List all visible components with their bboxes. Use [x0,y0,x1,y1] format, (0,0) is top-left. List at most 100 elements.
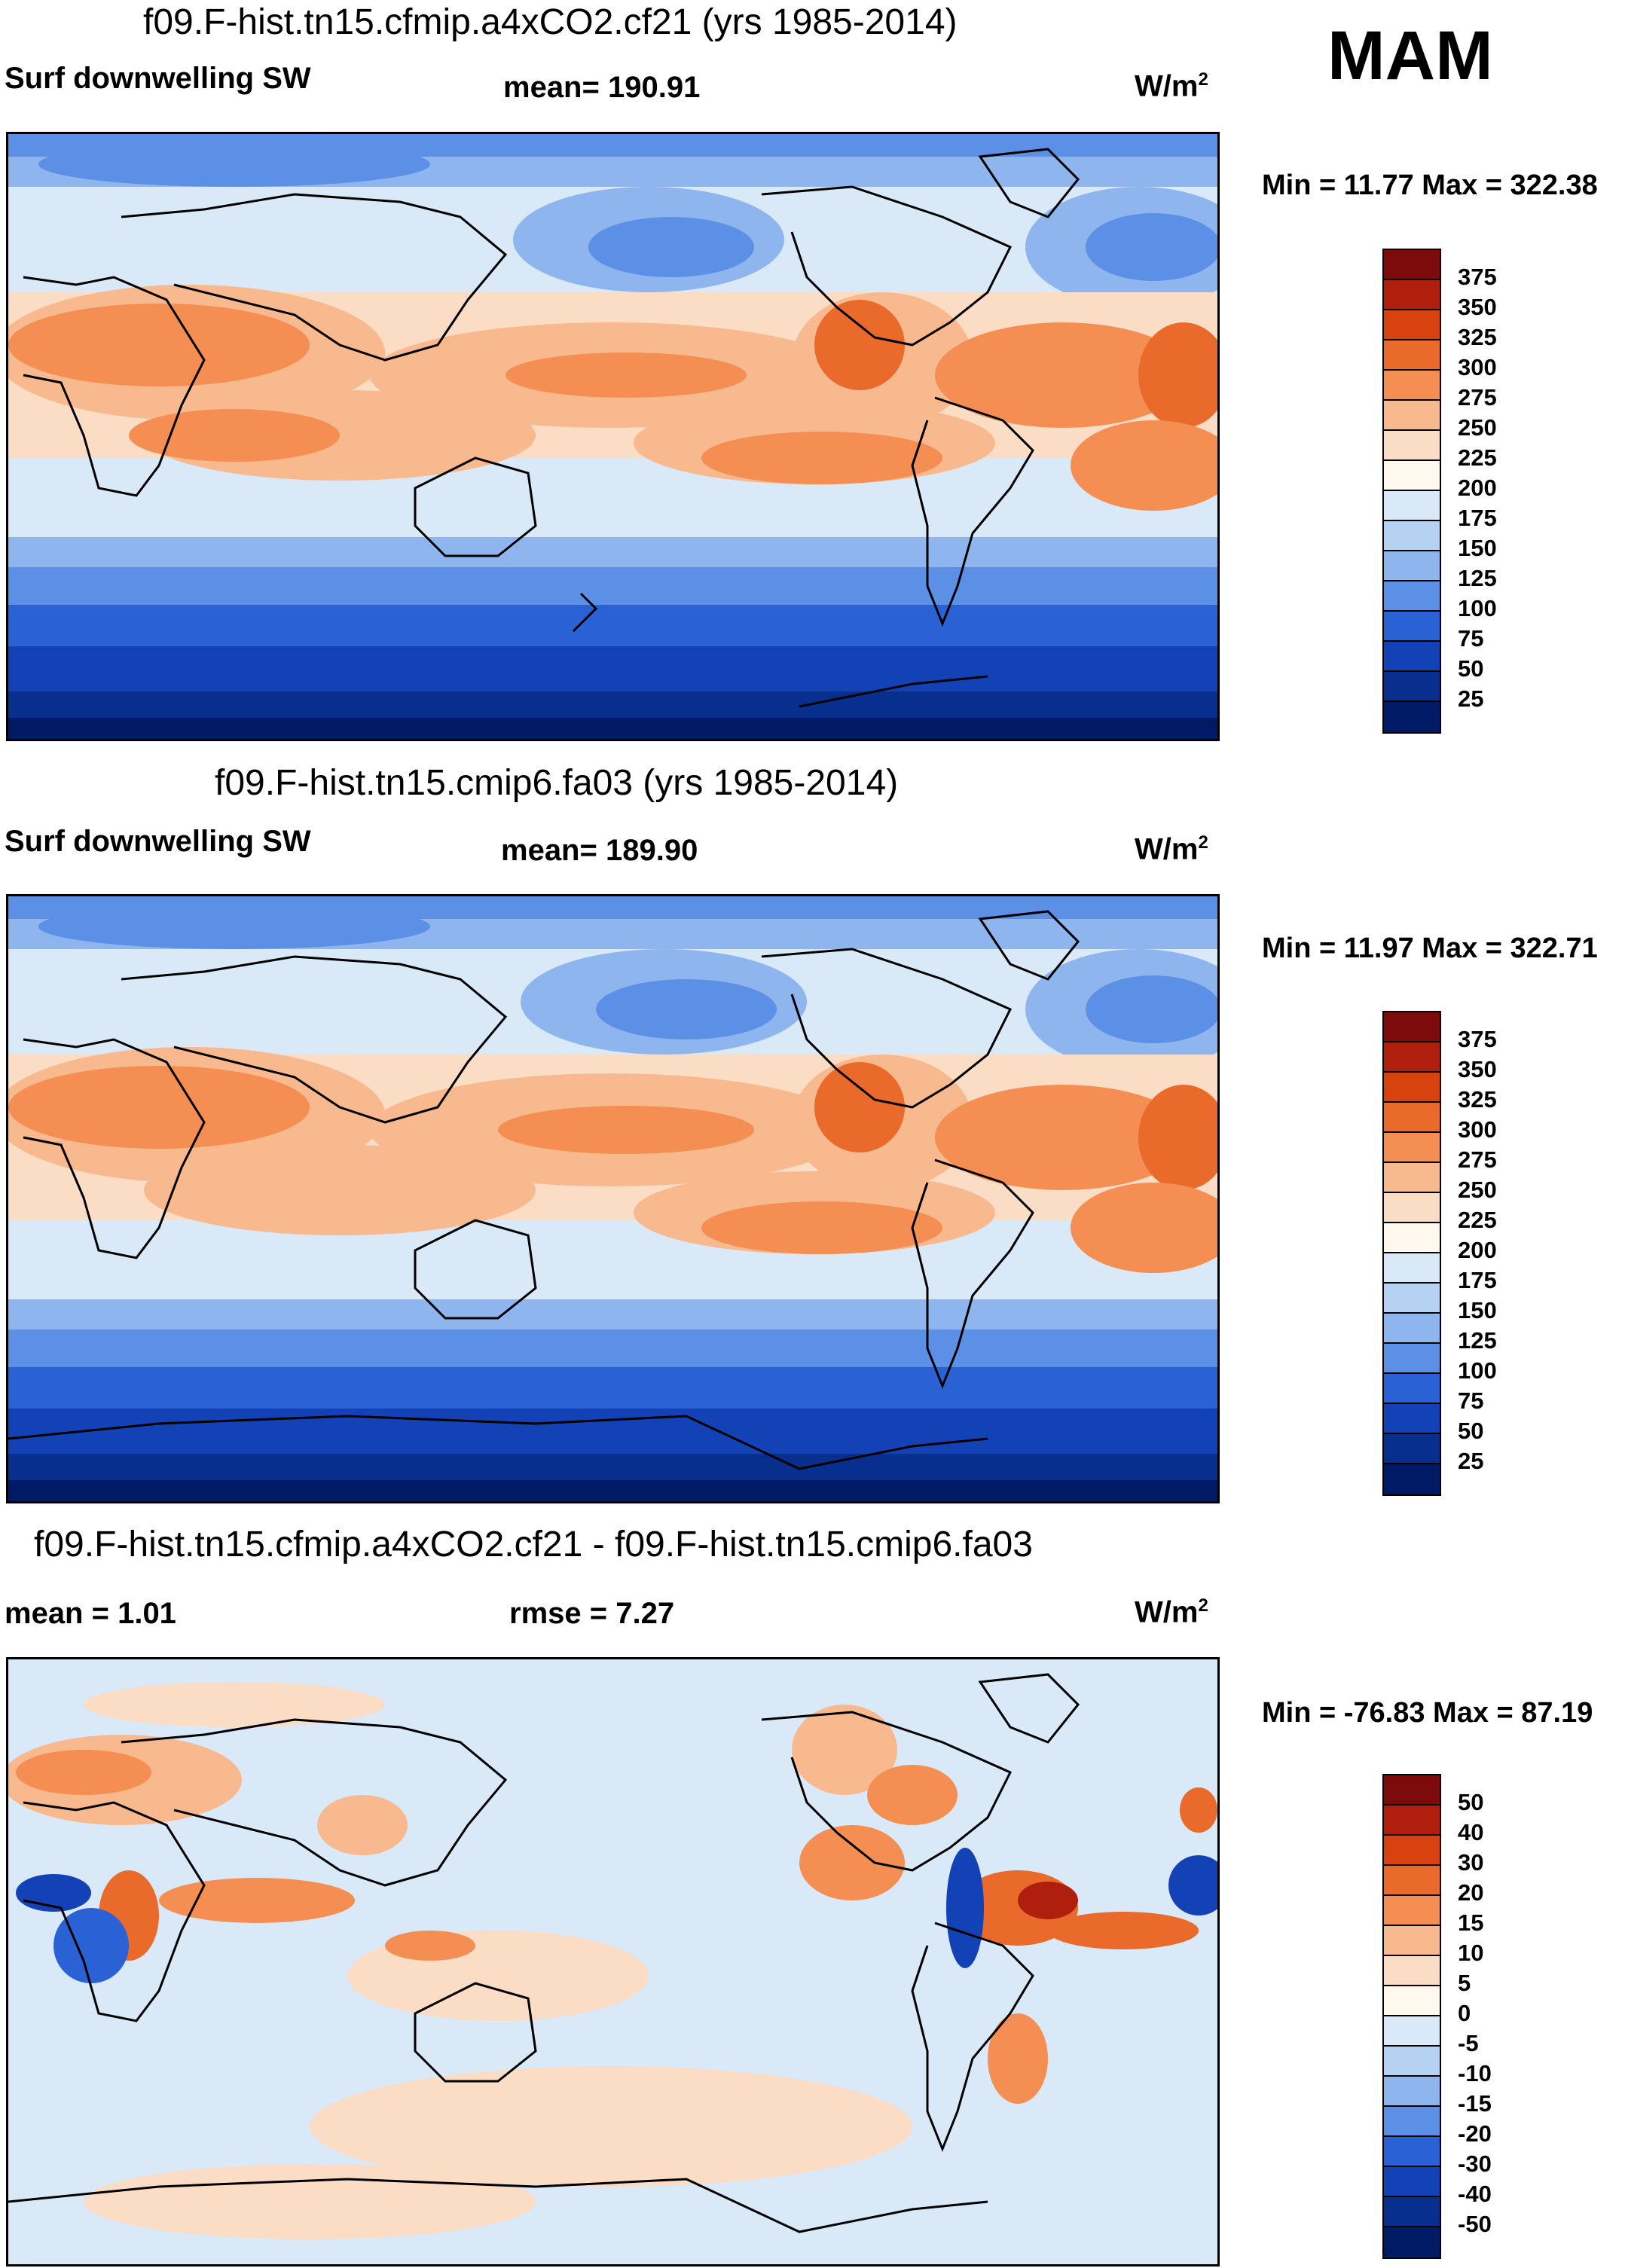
panel1-units: W/m2 [1135,69,1208,103]
colorbar-tick: 250 [1458,414,1497,441]
colorbar-segment [1384,461,1440,491]
colorbar-segment [1384,1253,1440,1284]
colorbar-segment [1384,1133,1440,1163]
colorbar-segment [1384,672,1440,702]
panel3-units: W/m2 [1135,1595,1208,1629]
colorbar-tick: 125 [1458,1327,1497,1354]
colorbar-segment [1384,280,1440,310]
panel1-title: f09.F-hist.tn15.cfmip.a4xCO2.cf21 (yrs 1… [143,2,958,42]
colorbar-tick: 250 [1458,1177,1497,1203]
panel3-colorbar-ticks: 50 40 30 20 15 10 5 0 -5 -10 -15 -20 -30… [1458,1789,1492,2241]
colorbar-segment [1384,1806,1440,1836]
panel2-field-label: Surf downwelling SW [5,825,311,858]
colorbar-segment [1384,1012,1440,1042]
colorbar-tick: 350 [1458,1056,1497,1082]
colorbar-segment [1384,1896,1440,1926]
colorbar-segment [1384,2107,1440,2137]
colorbar-tick: 50 [1458,1789,1484,1815]
panel3-minmax: Min = -76.83 Max = 87.19 [1262,1697,1593,1729]
panel1-minmax: Min = 11.77 Max = 322.38 [1262,169,1598,201]
colorbar-segment [1384,521,1440,551]
colorbar-tick: 30 [1458,1849,1484,1876]
colorbar-tick: -10 [1458,2060,1492,2086]
colorbar-segment [1384,1193,1440,1223]
panel3-mean: mean = 1.01 [5,1597,176,1630]
colorbar-tick: 300 [1458,354,1497,380]
colorbar-tick: 200 [1458,1237,1497,1263]
colorbar-segment [1384,1956,1440,1986]
colorbar-segment [1384,401,1440,431]
colorbar-tick: 100 [1458,1357,1497,1384]
colorbar-segment [1384,1374,1440,1404]
colorbar-tick: 50 [1458,1418,1484,1444]
colorbar-tick: 325 [1458,324,1497,350]
colorbar-tick: -5 [1458,2030,1479,2056]
colorbar-segment [1384,612,1440,642]
colorbar-segment [1384,1836,1440,1866]
panel2-minmax: Min = 11.97 Max = 322.71 [1262,933,1598,964]
colorbar-tick: 200 [1458,475,1497,501]
colorbar-segment [1384,371,1440,401]
colorbar-segment [1384,581,1440,612]
colorbar-tick: 150 [1458,535,1497,561]
colorbar-tick: 175 [1458,505,1497,531]
panel1-colorbar [1382,249,1441,734]
panel2-title: f09.F-hist.tn15.cmip6.fa03 (yrs 1985-201… [215,763,899,803]
colorbar-tick: 10 [1458,1940,1484,1966]
colorbar-tick: 25 [1458,1448,1484,1474]
colorbar-tick: -50 [1458,2211,1492,2237]
panel1-field-label: Surf downwelling SW [5,62,311,95]
colorbar-tick: 25 [1458,685,1484,712]
panel2-mean: mean= 189.90 [501,834,698,867]
colorbar-segment [1384,1434,1440,1464]
colorbar-segment [1384,1866,1440,1896]
colorbar-tick: 40 [1458,1819,1484,1845]
colorbar-tick: 100 [1458,595,1497,621]
colorbar-segment [1384,1284,1440,1314]
colorbar-segment [1384,2016,1440,2047]
colorbar-segment [1384,1042,1440,1073]
panel1-map [6,132,1220,741]
colorbar-tick: 5 [1458,1970,1471,1996]
panel1-mean: mean= 190.91 [503,71,701,104]
colorbar-tick: 275 [1458,384,1497,411]
panel1-colorbar-ticks: 375 350 325 300 275 250 225 200 175 150 … [1458,264,1497,716]
colorbar-tick: 175 [1458,1267,1497,1293]
colorbar-segment [1384,551,1440,581]
panel3-map [6,1657,1220,2266]
colorbar-tick: 15 [1458,1909,1484,1936]
colorbar-segment [1384,1775,1440,1806]
colorbar-tick: 75 [1458,625,1484,652]
colorbar-tick: 75 [1458,1387,1484,1414]
colorbar-tick: 150 [1458,1297,1497,1323]
colorbar-tick: 275 [1458,1146,1497,1173]
colorbar-segment [1384,1344,1440,1374]
colorbar-tick: 375 [1458,264,1497,290]
panel3-title: f09.F-hist.tn15.cfmip.a4xCO2.cf21 - f09.… [34,1525,1033,1564]
panel2-units: W/m2 [1135,832,1208,866]
colorbar-segment [1384,2227,1440,2257]
colorbar-tick: -30 [1458,2150,1492,2177]
colorbar-segment [1384,2137,1440,2167]
colorbar-segment [1384,2047,1440,2077]
colorbar-segment [1384,1314,1440,1344]
colorbar-segment [1384,1163,1440,1193]
colorbar-segment [1384,2167,1440,2197]
colorbar-tick: 125 [1458,565,1497,591]
colorbar-segment [1384,642,1440,672]
panel2-colorbar-ticks: 375 350 325 300 275 250 225 200 175 150 … [1458,1026,1497,1478]
colorbar-segment [1384,1223,1440,1253]
colorbar-segment [1384,340,1440,371]
colorbar-tick: -20 [1458,2120,1492,2147]
panel3-colorbar [1382,1774,1441,2259]
panel3-rmse: rmse = 7.27 [509,1597,675,1630]
colorbar-segment [1384,2197,1440,2227]
colorbar-tick: 300 [1458,1116,1497,1143]
colorbar-segment [1384,491,1440,521]
colorbar-tick: 375 [1458,1026,1497,1052]
colorbar-segment [1384,2077,1440,2107]
colorbar-segment [1384,310,1440,340]
panel2-colorbar [1382,1011,1441,1496]
colorbar-segment [1384,1103,1440,1133]
colorbar-segment [1384,250,1440,280]
